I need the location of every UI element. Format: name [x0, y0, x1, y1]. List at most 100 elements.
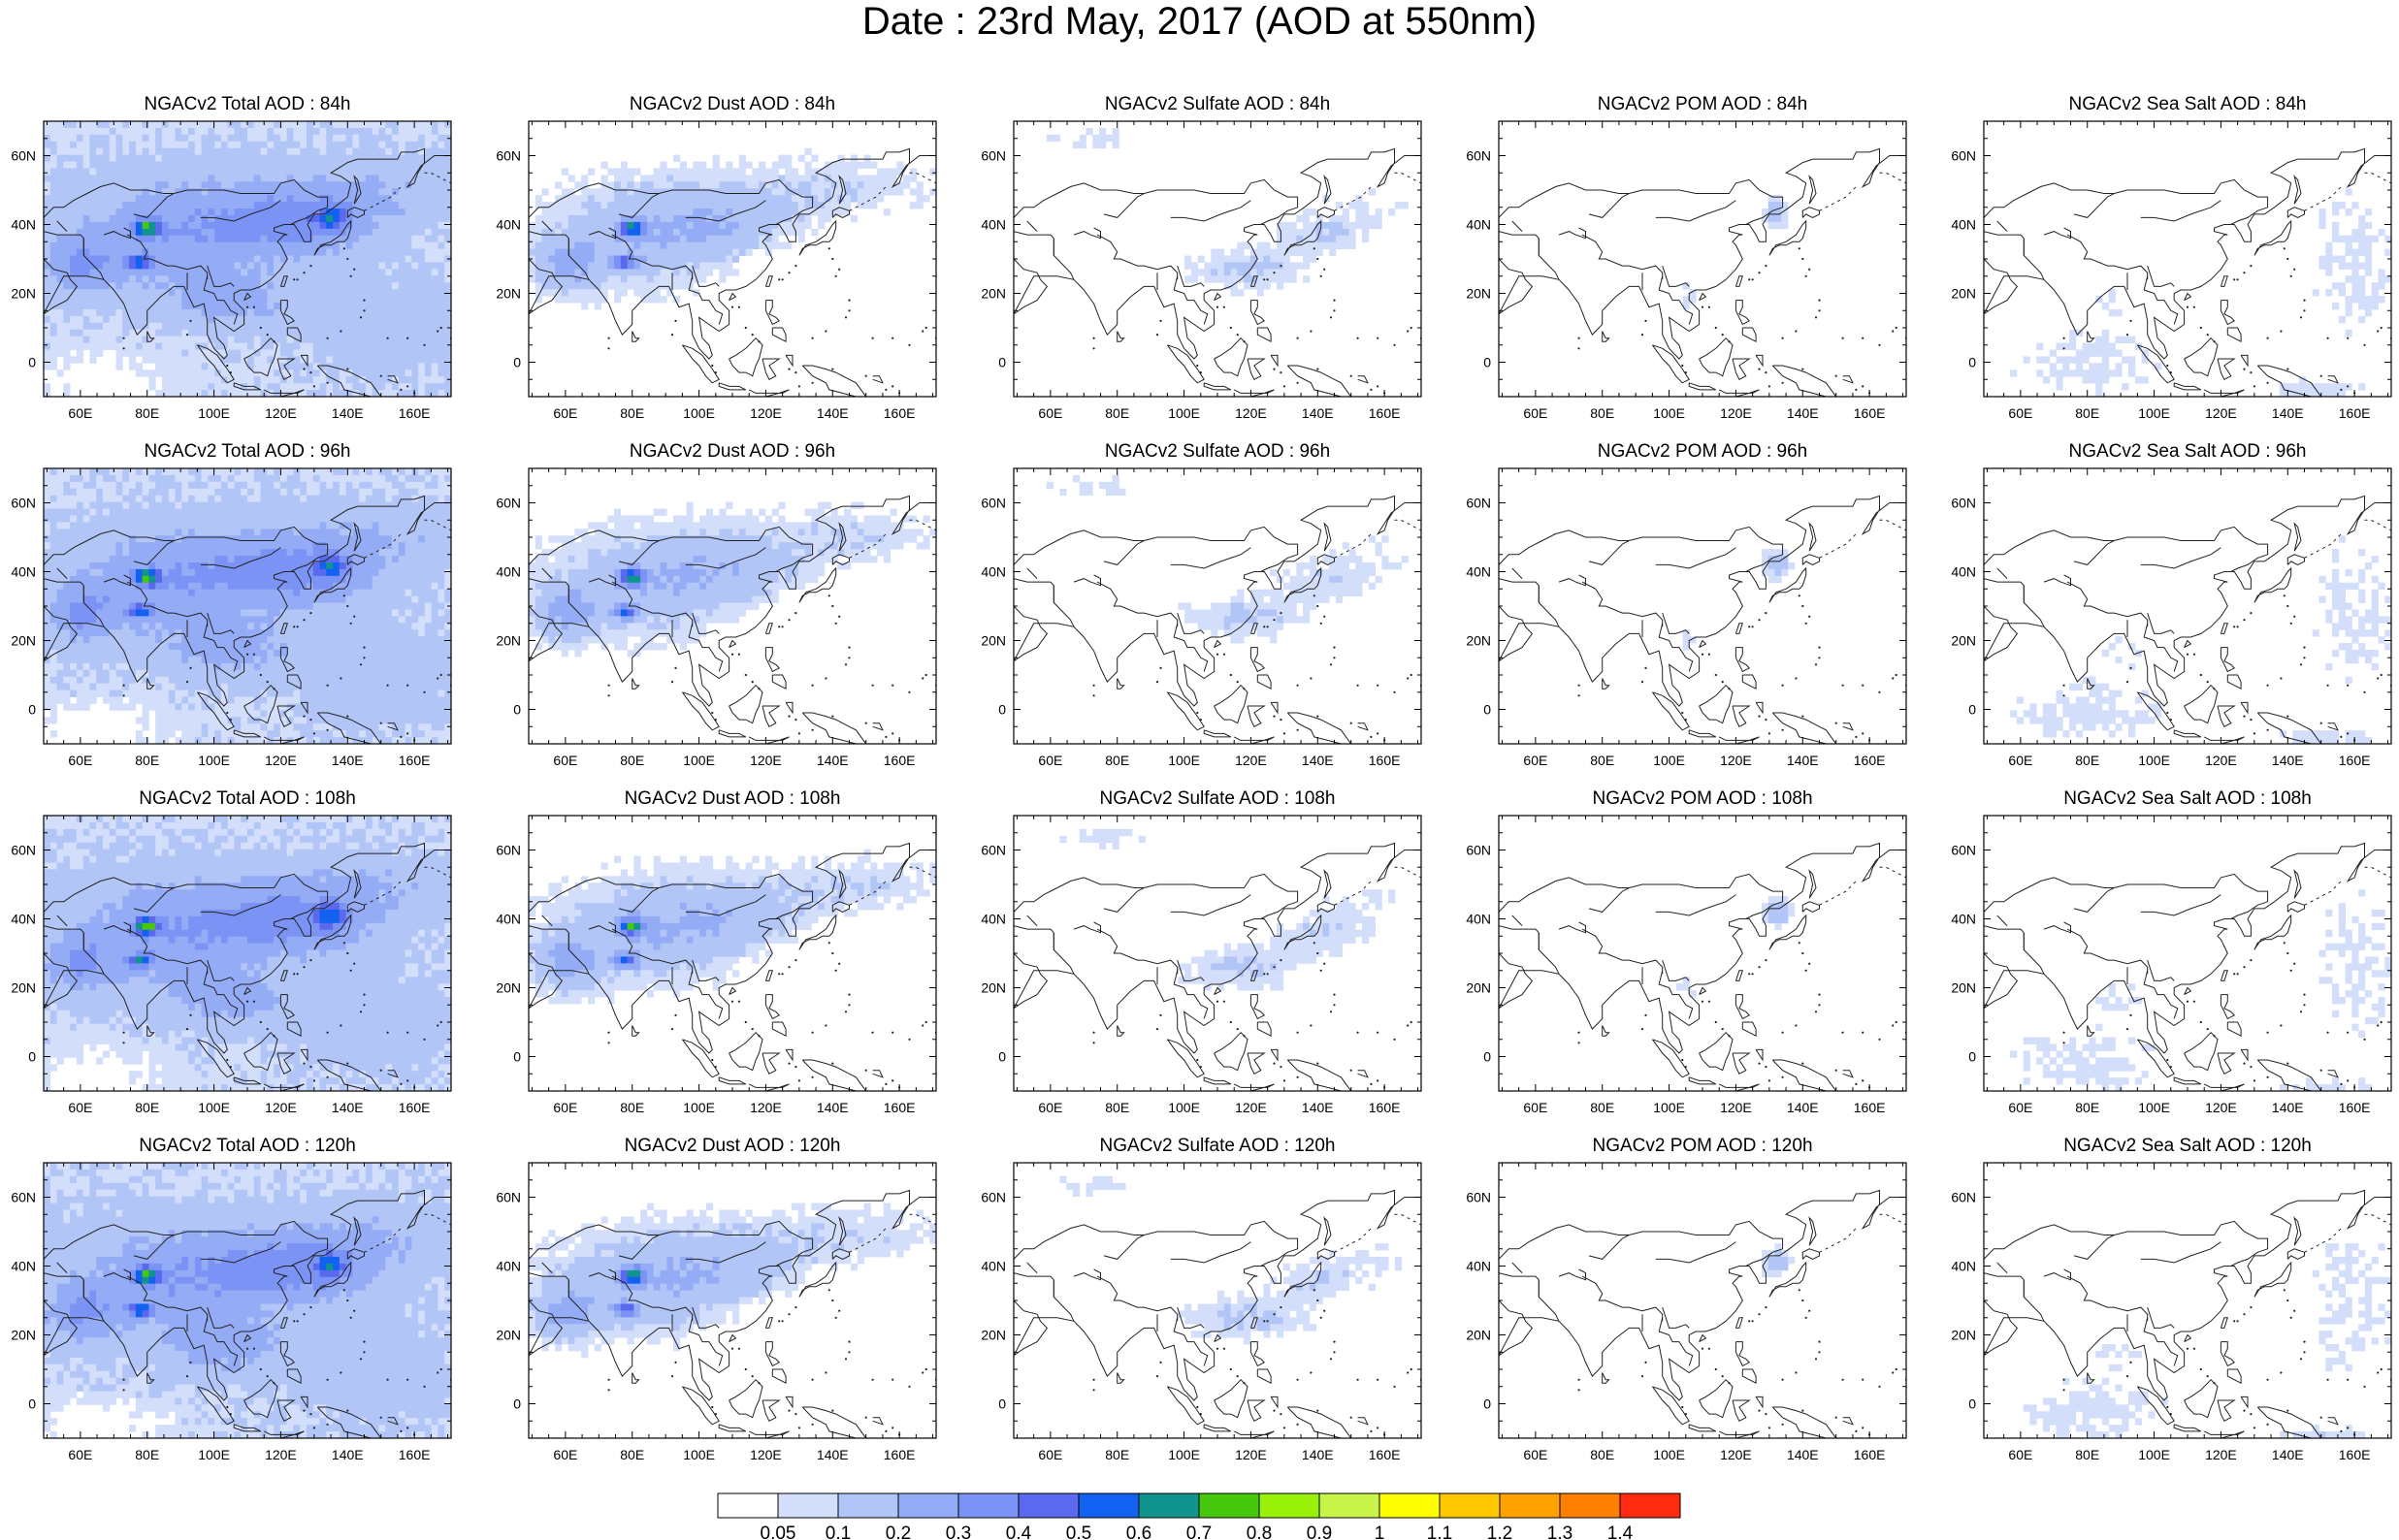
aod-cell [194, 508, 202, 516]
aod-cell [214, 168, 222, 176]
lat-tick-label: 40N [1466, 217, 1491, 233]
aod-cell [2010, 369, 2018, 377]
aod-cell [567, 248, 575, 256]
aod-cell [286, 508, 294, 516]
aod-cell [2358, 214, 2366, 223]
aod-cell [745, 214, 753, 223]
aod-cell [241, 241, 248, 250]
aod-cell [201, 495, 209, 503]
aod-cell [693, 262, 700, 270]
aod-cell [142, 168, 149, 176]
aod-cell [385, 269, 393, 276]
aod-cell [188, 468, 196, 476]
aod-cell [319, 308, 327, 317]
aod-cell [555, 202, 563, 209]
aod-cell [2338, 255, 2346, 263]
aod-cell [797, 195, 805, 203]
aod-cell [122, 303, 130, 310]
aod-cell [49, 296, 57, 304]
aod-cell [247, 322, 255, 331]
aod-cell [555, 255, 563, 263]
small-island [293, 278, 296, 281]
aod-cell [148, 488, 156, 497]
aod-cell [96, 127, 104, 136]
small-island [2293, 268, 2296, 271]
aod-cell [333, 342, 340, 350]
aod-cell [49, 329, 57, 337]
small-island [2286, 257, 2289, 261]
aod-cell [719, 275, 727, 283]
aod-cell [693, 214, 700, 223]
aod-cell [260, 154, 268, 162]
aod-cell [359, 501, 367, 509]
aod-cell [1099, 141, 1107, 149]
aod-cell [418, 501, 426, 509]
aod-cell [1781, 221, 1789, 230]
aod-cell [352, 342, 360, 350]
aod-cell [574, 275, 582, 283]
aod-cell [129, 181, 137, 189]
aod-cell [1342, 241, 1349, 250]
aod-cell [44, 241, 51, 250]
aod-cell [168, 349, 176, 357]
aod-cell [188, 342, 196, 350]
aod-cell [161, 390, 170, 397]
aod-cell [830, 195, 838, 203]
aod-cell [359, 390, 367, 397]
aod-cell [883, 175, 891, 182]
aod-cell [319, 336, 327, 343]
aod-cell [326, 195, 334, 203]
aod-cell [306, 315, 314, 324]
aod-cell [1237, 269, 1245, 276]
aod-cell [115, 202, 123, 209]
border-line [588, 227, 616, 240]
aod-cell [352, 202, 360, 209]
aod-cell [260, 296, 268, 304]
small-island [1333, 309, 1336, 312]
aod-cell [1184, 255, 1192, 263]
aod-cell [241, 188, 248, 196]
aod-cell [548, 262, 556, 270]
aod-cell [627, 221, 634, 230]
aod-cell [627, 195, 634, 203]
aod-cell [148, 188, 156, 196]
aod-cell [194, 241, 202, 250]
ticks [1984, 120, 2391, 398]
aod-cell [640, 175, 648, 182]
aod-cell [122, 329, 130, 337]
aod-cell [333, 390, 340, 397]
aod-cell [541, 289, 549, 297]
aod-cell [640, 296, 648, 304]
aod-cell [431, 488, 438, 497]
aod-cell [438, 275, 445, 283]
aod-cell [581, 303, 589, 310]
aod-cell [274, 508, 281, 516]
aod-cell [627, 209, 634, 216]
aod-cell [247, 209, 255, 216]
aod-cell [82, 248, 90, 256]
aod-cell [260, 329, 268, 337]
aod-cell [738, 188, 746, 196]
aod-cell [115, 168, 123, 176]
aod-cell [161, 488, 170, 497]
aod-cell [234, 202, 242, 209]
aod-cell [752, 195, 760, 203]
aod-cell [306, 235, 314, 243]
aod-cell [89, 275, 97, 283]
aod-cell [109, 127, 116, 136]
aod-cell [666, 195, 674, 203]
aod-cell [653, 228, 661, 237]
aod-cell [345, 235, 353, 243]
aod-cell [319, 161, 327, 169]
aod-cell [378, 303, 386, 310]
aod-cell [712, 195, 720, 203]
aod-cell [2364, 241, 2373, 250]
island-outline [1357, 375, 1369, 384]
aod-cell [148, 383, 156, 391]
island-outline [300, 354, 308, 368]
small-island [1808, 268, 1811, 271]
aod-cell [70, 175, 78, 182]
aod-cell [438, 508, 445, 516]
aod-cell [405, 336, 412, 343]
aod-cell [646, 255, 655, 263]
